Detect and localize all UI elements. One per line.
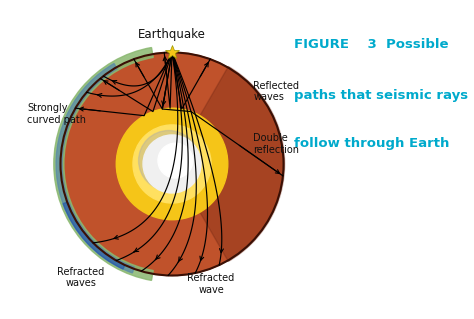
Wedge shape bbox=[54, 48, 153, 280]
Wedge shape bbox=[56, 63, 135, 273]
Text: FIGURE    3  Possible: FIGURE 3 Possible bbox=[294, 38, 448, 51]
Circle shape bbox=[158, 143, 193, 178]
Circle shape bbox=[143, 135, 201, 193]
Text: follow through Earth: follow through Earth bbox=[294, 137, 449, 150]
Text: Earthquake: Earthquake bbox=[138, 28, 206, 41]
Circle shape bbox=[138, 130, 199, 191]
Wedge shape bbox=[63, 202, 125, 269]
Wedge shape bbox=[172, 66, 285, 262]
Circle shape bbox=[116, 108, 228, 220]
Text: Refracted
wave: Refracted wave bbox=[187, 273, 235, 295]
Text: Reflected
waves: Reflected waves bbox=[254, 81, 300, 102]
Circle shape bbox=[61, 52, 283, 276]
Text: Refracted
waves: Refracted waves bbox=[57, 267, 104, 288]
Circle shape bbox=[133, 125, 211, 203]
Text: paths that seismic rays: paths that seismic rays bbox=[294, 89, 468, 102]
Text: Double
reflection: Double reflection bbox=[254, 133, 300, 155]
Text: Strongly
curved path: Strongly curved path bbox=[27, 103, 86, 125]
